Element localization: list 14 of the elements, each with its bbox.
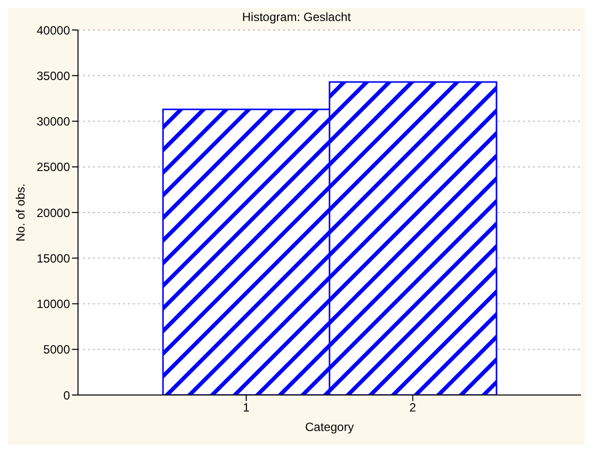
chart-title: Histogram: Geslacht <box>241 10 352 24</box>
y-tick-label: 35000 <box>36 68 70 83</box>
y-tick-label: 20000 <box>36 206 70 220</box>
y-tick-label: 30000 <box>36 114 70 129</box>
y-tick-label: 15000 <box>36 251 70 266</box>
y-tick-label: 40000 <box>36 23 70 38</box>
y-tick-label: 10000 <box>36 297 70 312</box>
x-tick-label: 2 <box>409 400 416 415</box>
y-tick-label: 0 <box>63 388 70 402</box>
y-tick-label: 5000 <box>43 342 70 357</box>
x-tick-label: 1 <box>242 400 250 415</box>
y-tick-label: 25000 <box>36 160 70 174</box>
x-axis-title: Category <box>305 420 354 434</box>
y-axis-title: No. of obs. <box>13 183 28 242</box>
